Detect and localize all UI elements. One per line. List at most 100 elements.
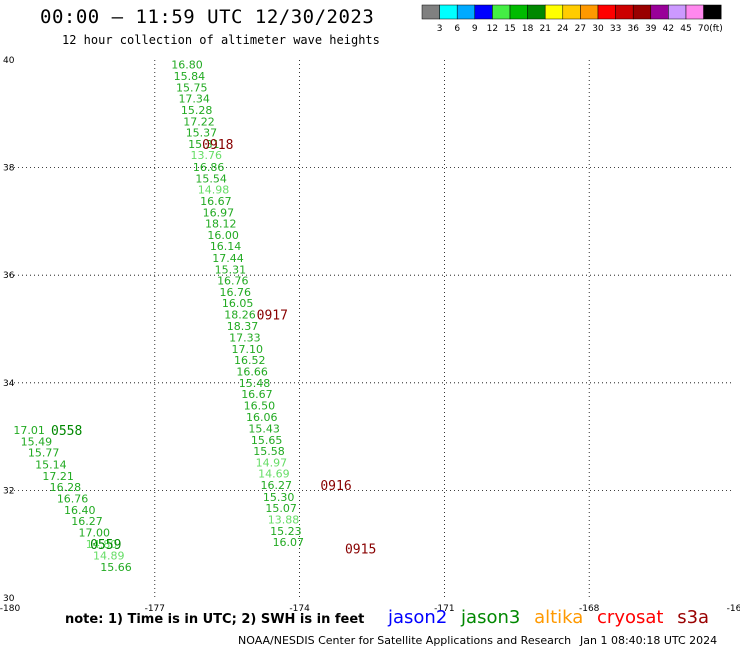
wave-height-label: 16.67 xyxy=(241,388,273,401)
y-tick-label: 38 xyxy=(3,164,15,174)
colorbar-label: 45 xyxy=(680,24,691,34)
x-tick-label: -174 xyxy=(289,604,310,614)
y-tick-label: 32 xyxy=(3,486,14,496)
wave-height-label: 16.97 xyxy=(203,206,235,219)
wave-height-label: 14.69 xyxy=(258,468,290,481)
wave-height-label: 17.33 xyxy=(229,332,261,345)
colorbar-label: 3 xyxy=(437,24,443,34)
chart-subtitle: 12 hour collection of altimeter wave hei… xyxy=(62,33,380,47)
wave-height-label: 18.26 xyxy=(224,308,256,321)
wave-height-label: 15.14 xyxy=(35,459,66,472)
x-tick-label: -180 xyxy=(0,604,20,614)
wave-height-label: 15.43 xyxy=(248,423,279,436)
credit-line: NOAA/NESDIS Center for Satellite Applica… xyxy=(238,634,572,647)
wave-height-label: 14.80 xyxy=(86,538,118,551)
wave-height-label: 14.89 xyxy=(93,549,125,562)
satellite-jason3: jason3 xyxy=(461,607,521,628)
wave-height-label: 13.88 xyxy=(268,513,300,526)
wave-height-label: 16.76 xyxy=(219,286,251,299)
wave-height-label: 14.98 xyxy=(198,184,230,197)
wave-height-label: 15.30 xyxy=(263,491,295,504)
colorbar-label: 21 xyxy=(539,24,550,34)
x-tick-label: -168 xyxy=(579,604,600,614)
wave-height-label: 17.10 xyxy=(232,343,264,356)
time-stamp-label: 0559 xyxy=(90,538,121,553)
wave-height-label: 17.22 xyxy=(183,115,215,128)
x-tick-label: -171 xyxy=(434,604,454,614)
wave-height-label: 15.48 xyxy=(239,377,271,390)
wave-height-label: 16.06 xyxy=(246,411,277,424)
time-stamp-label: 0917 xyxy=(257,308,288,323)
colorbar-label: 6 xyxy=(454,24,460,34)
wave-height-label: 16.50 xyxy=(244,399,275,412)
wave-height-label: 17.01 xyxy=(13,424,45,437)
wave-height-label: 15.28 xyxy=(181,104,213,117)
wave-height-label: 16.27 xyxy=(261,479,293,492)
wave-height-label: 16.76 xyxy=(57,492,88,505)
colorbar-label: 12 xyxy=(487,24,498,34)
wave-height-label: 15.66 xyxy=(100,561,132,574)
time-stamp-label: 0918 xyxy=(202,138,233,153)
satellite-s3a: s3a xyxy=(677,607,710,628)
colorbar-label: 24 xyxy=(557,24,569,34)
wave-height-label: 15.65 xyxy=(251,434,282,447)
color-scale-legend: 3 6 9 12 15 18 21 24 27 30 33 36 39 42 45 70 (ft) xyxy=(421,4,723,34)
colorbar-label: 9 xyxy=(472,24,478,34)
time-stamp-label: 0558 xyxy=(51,424,82,439)
wave-height-label: 16.76 xyxy=(217,275,249,288)
wave-height-label: 16.80 xyxy=(171,58,203,71)
satellite-legend: jason2 jason3 altika cryosat s3a xyxy=(388,607,717,628)
y-tick-label: 36 xyxy=(3,271,15,281)
wave-height-label: 16.00 xyxy=(207,229,239,242)
wave-height-label: 16.66 xyxy=(236,366,268,379)
chart-title: 00:00 – 11:59 UTC 12/30/2023 xyxy=(40,6,375,28)
colorbar-label: 18 xyxy=(522,24,534,34)
wave-height-label: 13.76 xyxy=(191,149,223,162)
wave-height-label: 16.14 xyxy=(210,240,242,253)
wave-height-label: 17.44 xyxy=(212,252,244,265)
wave-height-label: 15.23 xyxy=(270,525,302,538)
colorbar-label: 33 xyxy=(610,24,621,34)
time-stamp-label: 0916 xyxy=(320,479,351,494)
colorbar-label: 42 xyxy=(663,24,674,34)
wave-height-label: 15.31 xyxy=(188,138,220,151)
wave-height-label: 16.67 xyxy=(200,195,232,208)
wave-height-label: 18.12 xyxy=(205,218,237,231)
wave-height-label: 16.27 xyxy=(71,515,103,528)
wave-height-label: 15.58 xyxy=(253,445,284,458)
generated-timestamp: Jan 1 08:40:18 UTC 2024 xyxy=(580,634,718,647)
wave-height-label: 16.52 xyxy=(234,354,266,367)
satellite-altika: altika xyxy=(534,607,584,628)
wave-height-label: 16.28 xyxy=(50,481,82,494)
wave-height-label: 16.07 xyxy=(273,536,305,549)
y-tick-label: 34 xyxy=(3,379,15,389)
y-tick-label: 40 xyxy=(3,56,15,66)
wave-height-plot: -180 -177 -174 -171 -168 -16 30 32 34 36 38 40 16.80… xyxy=(0,56,740,614)
satellite-cryosat: cryosat xyxy=(597,607,664,628)
colorbar-label: 15 xyxy=(504,24,515,34)
wave-height-label: 17.34 xyxy=(178,93,210,106)
wave-height-label: 18.37 xyxy=(227,320,259,333)
wave-height-label: 15.37 xyxy=(186,127,218,140)
time-stamp-label: 0915 xyxy=(345,543,376,558)
wave-height-label: 15.84 xyxy=(174,70,206,83)
wave-height-label: 15.49 xyxy=(21,435,53,448)
wave-height-label: 15.54 xyxy=(195,172,227,185)
wave-height-label: 17.21 xyxy=(42,470,74,483)
wave-height-label: 15.07 xyxy=(265,502,297,515)
wave-height-label: 17.00 xyxy=(79,526,111,539)
x-tick-label: -177 xyxy=(145,604,165,614)
wave-height-label: 16.86 xyxy=(193,161,225,174)
units-note: note: 1) Time is in UTC; 2) SWH is in fe… xyxy=(65,612,365,627)
wave-height-label: 16.40 xyxy=(64,504,96,517)
x-tick-label: -16 xyxy=(727,604,740,614)
wave-height-label: 15.31 xyxy=(215,263,247,276)
wave-height-label: 14.97 xyxy=(256,456,288,469)
colorbar-label: 30 xyxy=(592,24,604,34)
wave-height-label: 15.75 xyxy=(176,81,208,94)
colorbar-label: 70 xyxy=(698,24,710,34)
colorbar-label: 39 xyxy=(645,24,657,34)
colorbar-unit: (ft) xyxy=(709,24,723,34)
wave-height-label: 16.05 xyxy=(222,297,254,310)
colorbar-label: 36 xyxy=(627,24,639,34)
